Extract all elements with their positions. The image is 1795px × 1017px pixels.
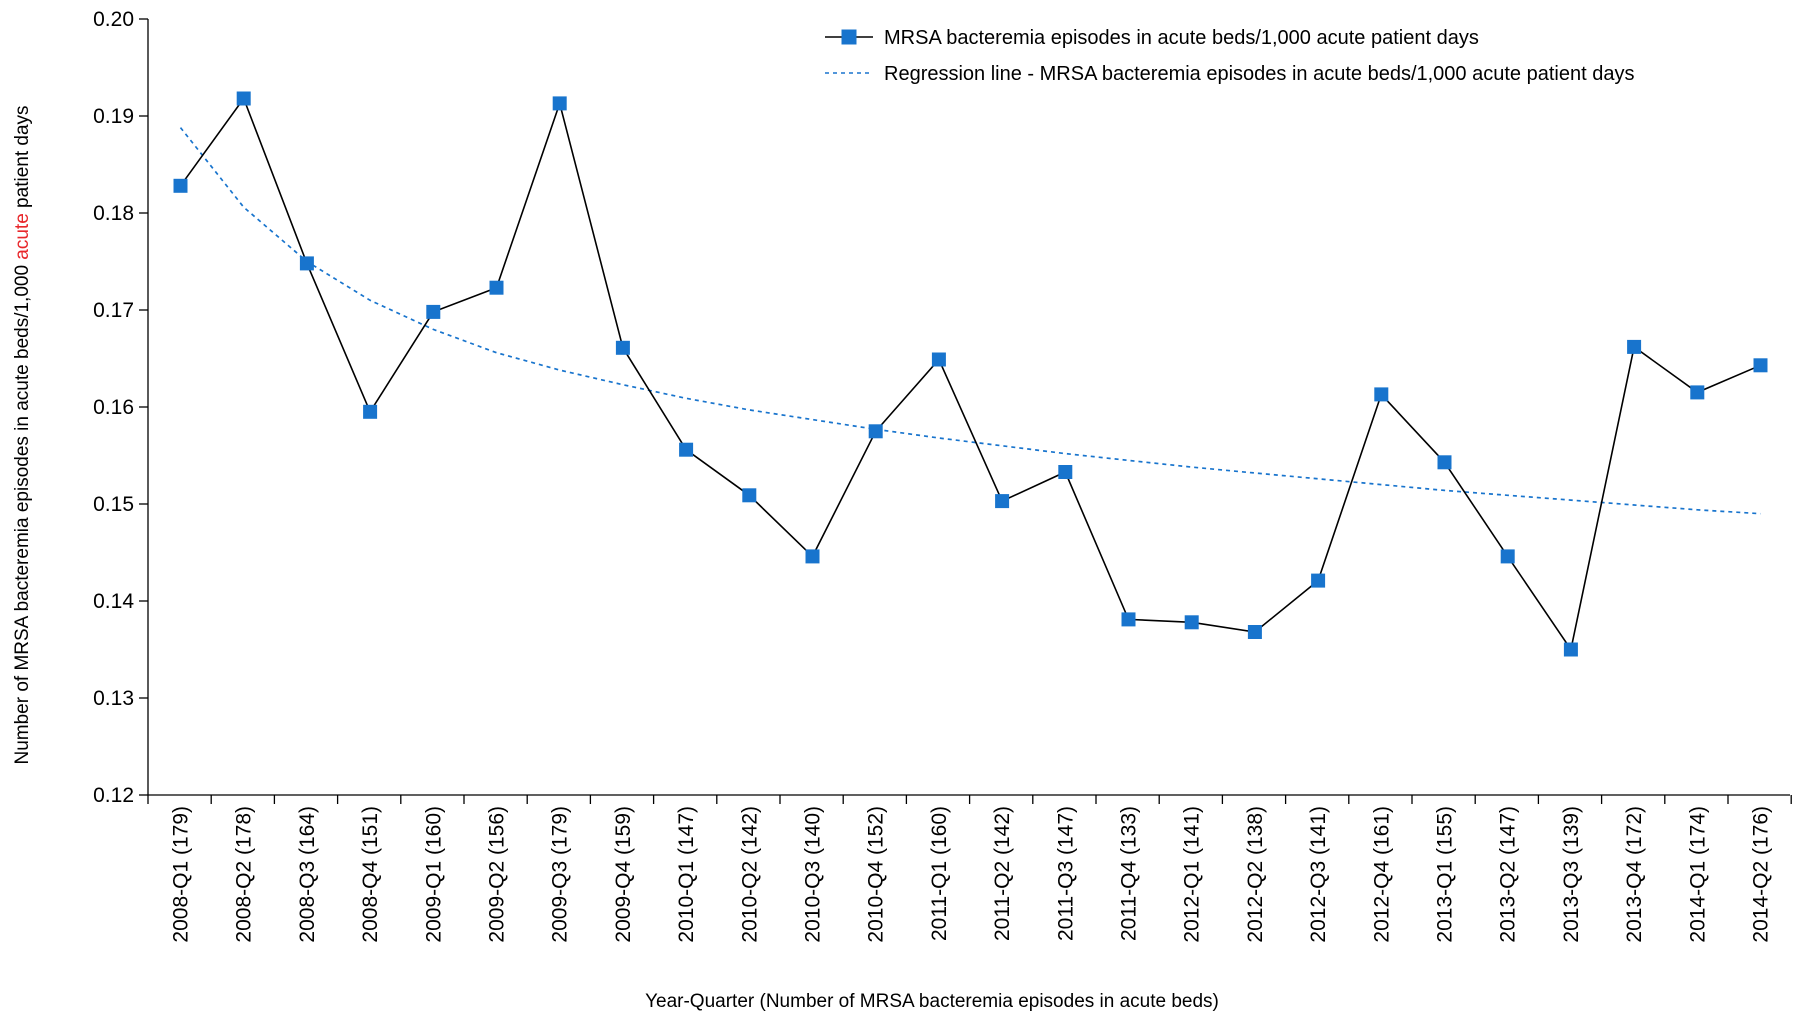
data-point-marker: [489, 280, 504, 295]
data-point-marker: [995, 494, 1010, 509]
x-category-label: 2014-Q1 (174): [1686, 806, 1709, 943]
data-point-marker: [1500, 549, 1515, 564]
data-point-marker: [1311, 573, 1326, 588]
y-tick-label: 0.14: [93, 590, 134, 613]
data-point-marker: [615, 340, 630, 355]
data-point-marker: [1437, 455, 1452, 470]
y-axis-title-highlight: acute: [12, 213, 33, 259]
y-axis-title-part: patient days: [12, 105, 33, 213]
y-tick-label: 0.18: [93, 202, 134, 225]
legend-marker-series-1: [841, 29, 857, 45]
data-point-marker: [1690, 385, 1705, 400]
x-category-label: 2013-Q1 (155): [1434, 806, 1457, 943]
x-category-label: 2012-Q2 (138): [1244, 806, 1267, 943]
series-layer: [173, 91, 1768, 657]
y-tick-label: 0.12: [93, 784, 134, 807]
data-point-marker: [1247, 625, 1262, 639]
data-point-marker: [552, 96, 567, 111]
mrsa-series-line: [179, 96, 1761, 652]
data-point-marker: [1627, 339, 1642, 354]
x-axis-title: Year-Quarter (Number of MRSA bacteremia …: [645, 991, 1219, 1012]
data-point-marker: [299, 256, 314, 271]
x-category-label: 2013-Q3 (139): [1560, 806, 1583, 943]
data-point-marker: [1374, 387, 1389, 402]
y-axis-title: Number of MRSA bacteremia episodes in ac…: [12, 105, 33, 764]
data-point-marker: [1058, 465, 1073, 479]
x-category-label: 2011-Q3 (147): [1054, 806, 1077, 941]
data-point-marker: [1753, 358, 1768, 373]
data-point-marker: [742, 488, 757, 503]
legend-label-series-2: Regression line - MRSA bacteremia episod…: [884, 63, 1634, 85]
x-category-label: 2008-Q4 (151): [359, 806, 382, 943]
x-category-label: 2008-Q1 (179): [170, 806, 193, 943]
x-category-label: 2009-Q3 (179): [549, 806, 572, 943]
x-category-label: 2011-Q4 (133): [1118, 806, 1141, 941]
x-category-label: 2010-Q1 (147): [675, 806, 698, 943]
data-point-marker: [1184, 615, 1199, 630]
data-point-marker: [931, 352, 946, 367]
x-category-label: 2009-Q2 (156): [486, 806, 509, 943]
legend: MRSA bacteremia episodes in acute beds/1…: [825, 27, 1634, 85]
x-category-label: 2009-Q1 (160): [422, 806, 445, 943]
x-category-label: 2008-Q3 (164): [296, 806, 319, 943]
data-point-marker: [363, 404, 378, 419]
y-tick-label: 0.16: [93, 396, 134, 419]
data-point-marker: [236, 91, 251, 106]
legend-label-series-1: MRSA bacteremia episodes in acute beds/1…: [884, 27, 1479, 49]
data-point-marker: [1563, 642, 1578, 657]
data-point-marker: [173, 178, 188, 193]
x-category-label: 2011-Q1 (160): [928, 806, 951, 941]
x-category-label: 2013-Q2 (147): [1497, 806, 1520, 943]
x-category-label: 2009-Q4 (159): [612, 806, 635, 943]
data-point-marker: [1121, 612, 1136, 627]
regression-line: [179, 127, 1761, 515]
x-category-label: 2012-Q3 (141): [1307, 806, 1330, 943]
x-category-label: 2010-Q3 (140): [802, 806, 825, 943]
x-category-label: 2008-Q2 (178): [233, 806, 256, 943]
x-category-label: 2011-Q2 (142): [991, 806, 1014, 941]
data-point-marker: [868, 424, 883, 439]
x-category-label: 2014-Q2 (176): [1750, 806, 1773, 943]
x-axis: 2008-Q1 (179) 2008-Q2 (178) 2008-Q3 (164) 2…: [147, 794, 1792, 943]
y-tick-label: 0.17: [93, 299, 134, 322]
x-category-label: 2012-Q4 (161): [1370, 806, 1393, 943]
x-category-label: 2012-Q1 (141): [1181, 806, 1204, 943]
x-category-label: 2013-Q4 (172): [1623, 806, 1646, 943]
data-point-marker: [805, 549, 820, 564]
y-tick-label: 0.15: [93, 493, 134, 516]
y-tick-label: 0.20: [93, 8, 134, 31]
y-axis-title-part: Number of MRSA bacteremia episodes in ac…: [12, 260, 33, 765]
y-tick-label: 0.13: [93, 687, 134, 710]
x-category-label: 2010-Q2 (142): [738, 806, 761, 943]
data-point-marker: [679, 442, 694, 457]
data-point-marker: [426, 304, 441, 319]
y-axis: 0.12 0.13 0.14 0.15 0.16 0.17 0.18 0.19 0.20: [93, 8, 149, 807]
x-category-label: 2010-Q4 (152): [865, 806, 888, 943]
y-tick-label: 0.19: [93, 105, 134, 128]
